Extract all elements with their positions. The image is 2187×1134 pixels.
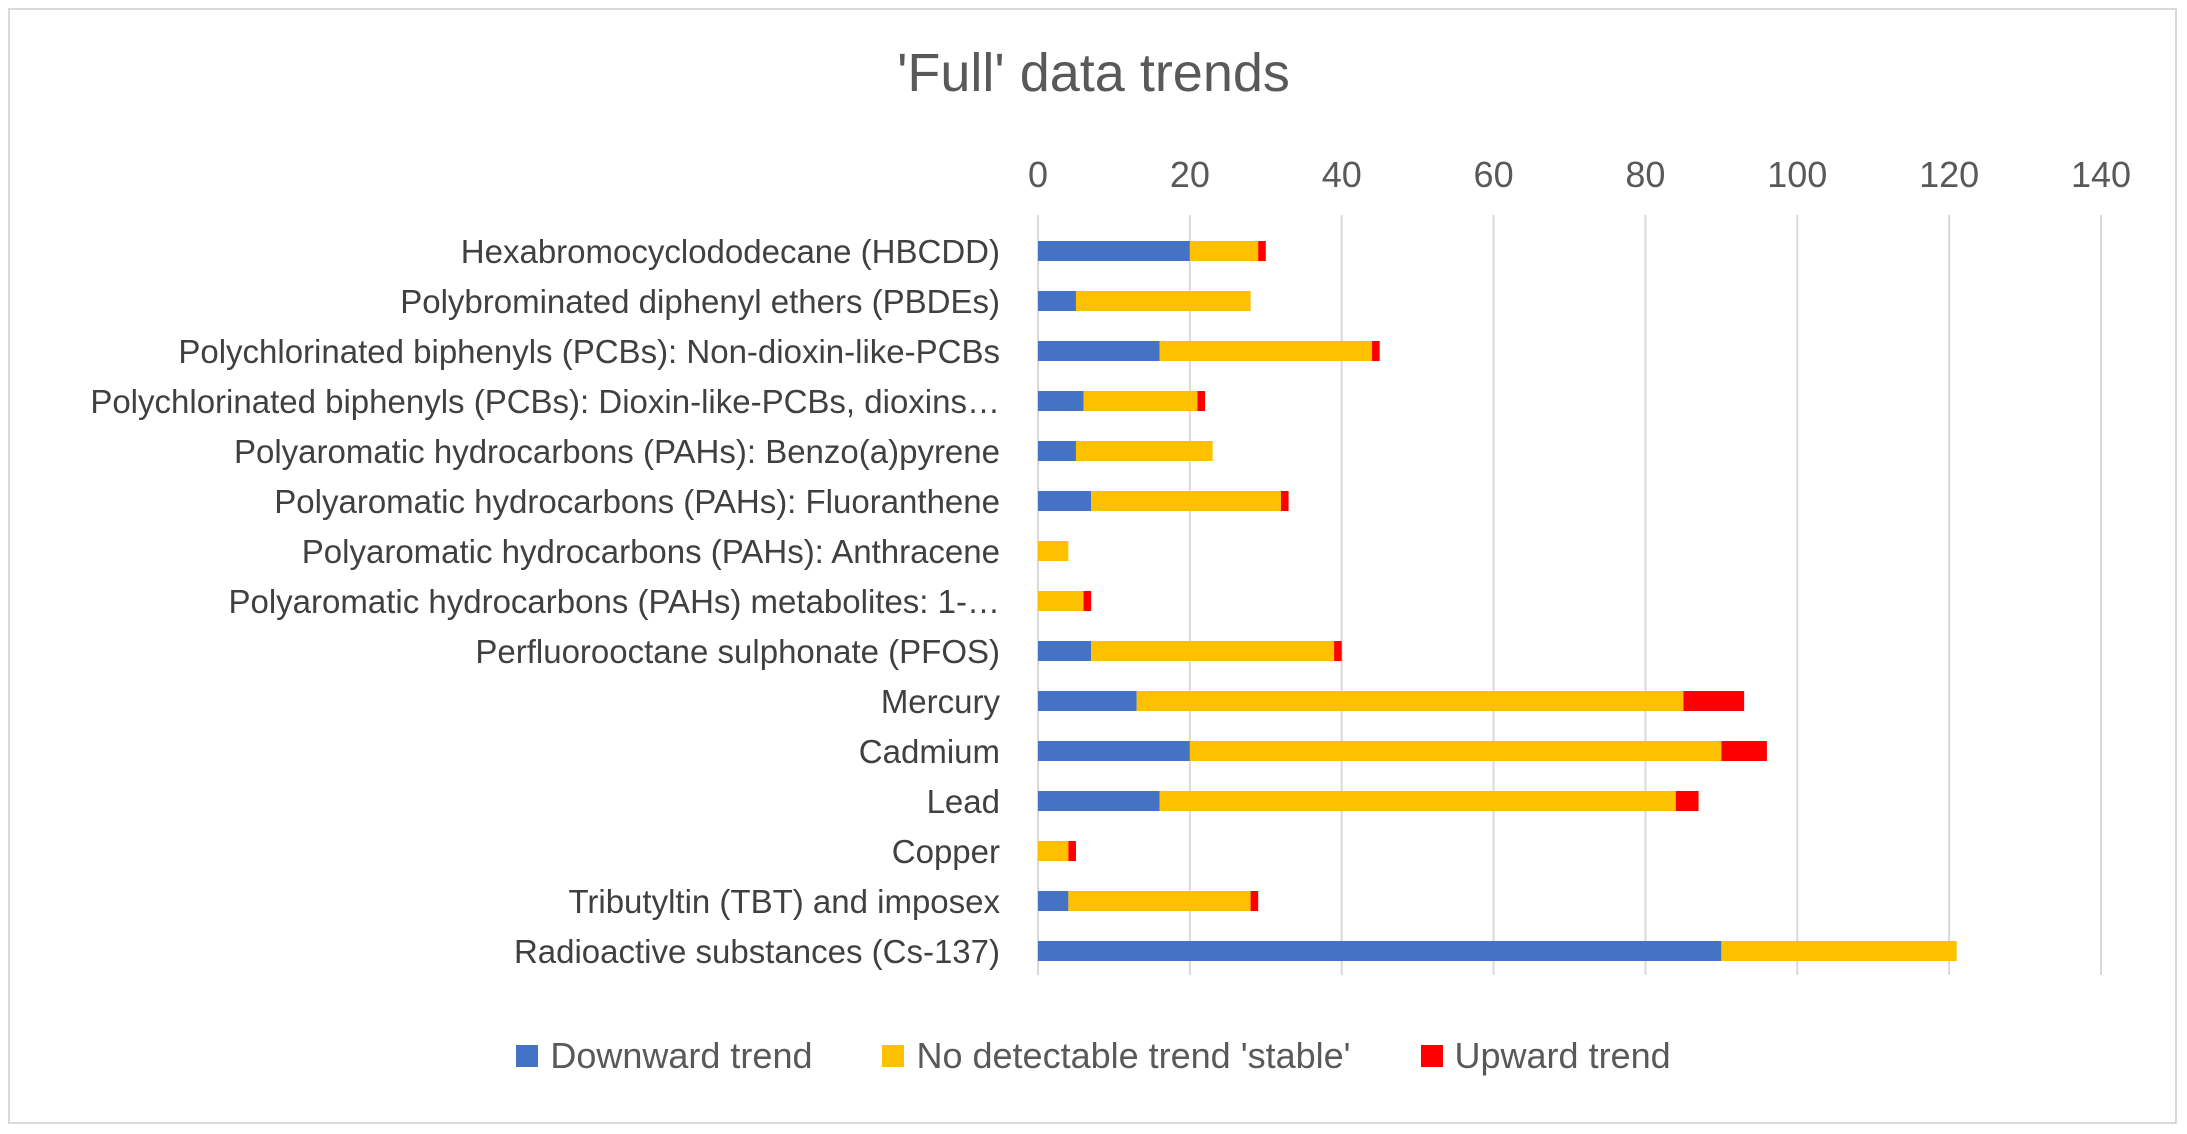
category-label: Polybrominated diphenyl ethers (PBDEs) — [400, 283, 1000, 320]
category-label: Lead — [927, 783, 1000, 820]
bar-segment — [1038, 541, 1069, 561]
category-label: Polychlorinated biphenyls (PCBs): Non-di… — [178, 333, 1000, 370]
bar-segment — [1159, 791, 1676, 811]
x-tick-label: 100 — [1767, 154, 1827, 195]
category-label: Cadmium — [859, 733, 1000, 770]
bar-segment — [1683, 691, 1745, 711]
bar-segment — [1334, 641, 1342, 661]
bar-segment — [1721, 941, 1957, 961]
x-tick-label: 120 — [1919, 154, 1979, 195]
bar-segment — [1038, 591, 1084, 611]
legend-label: No detectable trend 'stable' — [916, 1035, 1351, 1076]
category-label: Perfluorooctane sulphonate (PFOS) — [475, 633, 1000, 670]
chart-title: 'Full' data trends — [897, 43, 1290, 103]
bar-segment — [1280, 491, 1289, 511]
bar-segment — [1091, 491, 1281, 511]
bar-segment — [1159, 341, 1373, 361]
legend-swatch — [516, 1045, 539, 1067]
chart-legend: Downward trend No detectable trend 'stabl… — [0, 1035, 2187, 1077]
category-label: Polyaromatic hydrocarbons (PAHs): Fluora… — [274, 483, 1000, 520]
bar-segment — [1038, 491, 1092, 511]
category-label: Mercury — [881, 683, 1001, 720]
legend-swatch — [1420, 1045, 1443, 1067]
bar-segment — [1038, 341, 1160, 361]
x-tick-label: 140 — [2071, 154, 2131, 195]
legend-item: No detectable trend 'stable' — [882, 1035, 1351, 1077]
bar-segment — [1038, 441, 1076, 461]
bar-segment — [1038, 241, 1190, 261]
category-label: Copper — [892, 833, 1000, 870]
bar-segment — [1038, 941, 1722, 961]
x-tick-label: 60 — [1474, 154, 1514, 195]
category-label: Polychlorinated biphenyls (PCBs): Dioxin… — [90, 383, 1000, 420]
bar-segment — [1075, 291, 1251, 311]
bar-segment — [1675, 791, 1699, 811]
category-label: Polyaromatic hydrocarbons (PAHs): Benzo(… — [234, 433, 1000, 470]
legend-label: Downward trend — [550, 1035, 813, 1076]
category-label: Tributyltin (TBT) and imposex — [568, 883, 1000, 920]
chart-frame — [8, 8, 2177, 1124]
bar-segment — [1721, 741, 1767, 761]
legend-item: Downward trend — [516, 1035, 812, 1077]
bar-segment — [1038, 391, 1084, 411]
bar-segment — [1136, 691, 1684, 711]
legend-swatch — [882, 1045, 905, 1067]
legend-label: Upward trend — [1454, 1035, 1671, 1076]
bar-segment — [1091, 641, 1335, 661]
x-tick-label: 0 — [1028, 154, 1048, 195]
x-tick-label: 80 — [1625, 154, 1665, 195]
bar-segment — [1068, 841, 1076, 861]
bar-segment — [1083, 391, 1198, 411]
x-tick-label: 40 — [1322, 154, 1362, 195]
bar-segment — [1372, 341, 1380, 361]
bar-segment — [1250, 891, 1259, 911]
bar-segment — [1038, 891, 1069, 911]
bar-segment — [1068, 891, 1251, 911]
bar-segment — [1038, 791, 1160, 811]
bar-segment — [1083, 591, 1092, 611]
bar-segment — [1258, 241, 1266, 261]
category-label: Hexabromocyclododecane (HBCDD) — [461, 233, 1000, 270]
bar-segment — [1189, 741, 1722, 761]
legend-item: Upward trend — [1420, 1035, 1671, 1077]
bar-segment — [1038, 741, 1190, 761]
category-label: Radioactive substances (Cs-137) — [514, 933, 1000, 970]
category-label: Polyaromatic hydrocarbons (PAHs): Anthra… — [302, 533, 1000, 570]
bar-segment — [1189, 241, 1259, 261]
bar-segment — [1038, 291, 1076, 311]
bar-segment — [1038, 641, 1092, 661]
x-tick-label: 20 — [1170, 154, 1210, 195]
bar-segment — [1197, 391, 1206, 411]
bar-segment — [1038, 841, 1069, 861]
bar-segment — [1038, 691, 1137, 711]
bar-segment — [1075, 441, 1213, 461]
category-label: Polyaromatic hydrocarbons (PAHs) metabol… — [228, 583, 1000, 620]
